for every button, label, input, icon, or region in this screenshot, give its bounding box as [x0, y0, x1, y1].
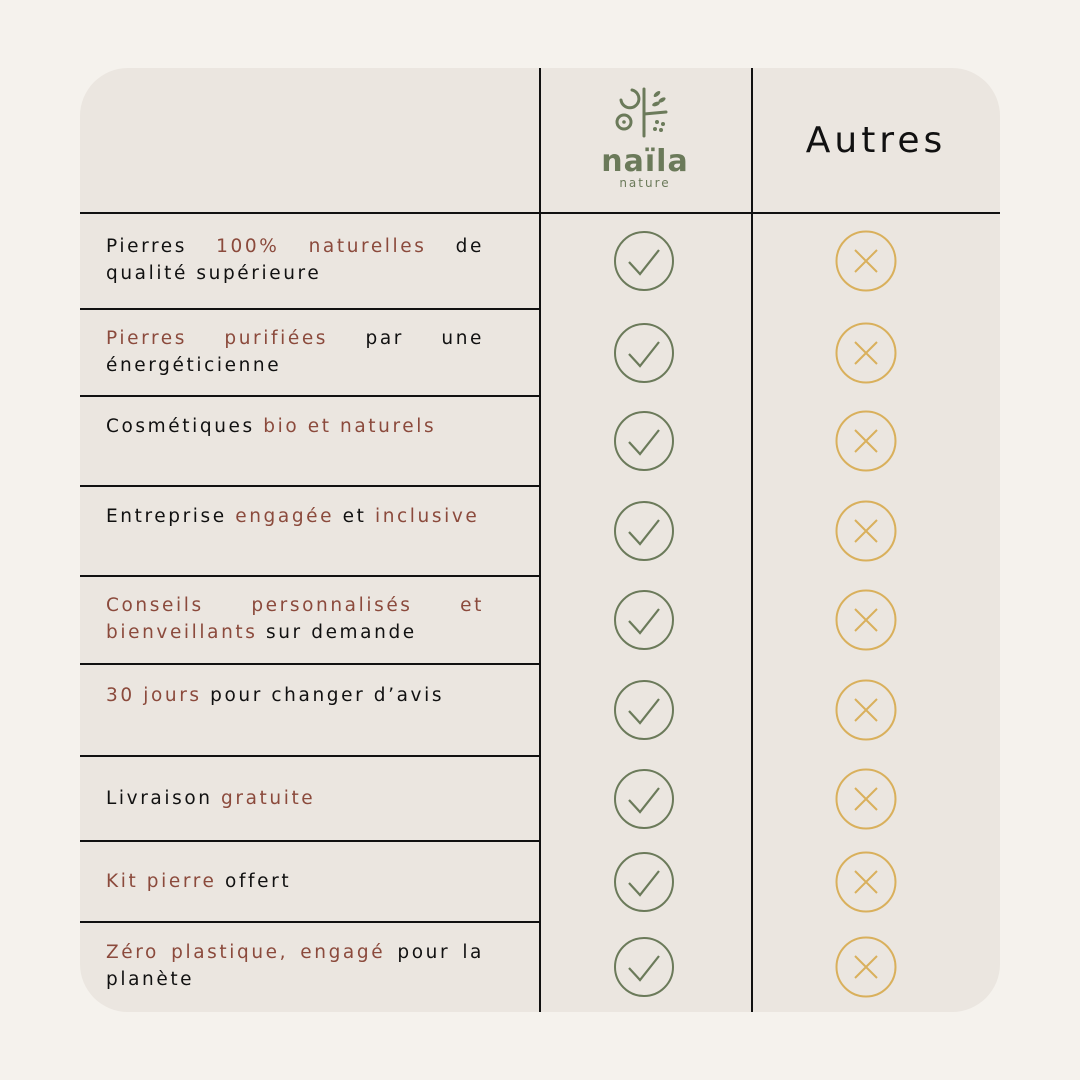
row-divider: [80, 755, 540, 757]
feature-text: de qualité supérieure: [106, 236, 484, 284]
others-column-header: Autres: [805, 120, 947, 161]
check-icon: [614, 501, 674, 561]
row-divider: [80, 212, 1000, 214]
highlight-text: Conseils personnalisés et bienveillants: [106, 595, 484, 643]
naila-tree-icon: [615, 87, 668, 138]
highlight-text: bio et naturels: [263, 416, 437, 437]
feature-text: Livraison: [106, 787, 222, 809]
feature-text: et: [334, 506, 375, 527]
cross-icon: [835, 322, 897, 383]
cross-icon: [835, 500, 897, 562]
highlight-text: Zéro plastique, engagé: [106, 942, 386, 963]
check-icon: [614, 590, 674, 650]
feature-text: pour la planète: [106, 942, 484, 990]
check-icon: [614, 322, 674, 383]
row-divider: [80, 663, 540, 665]
feature-label: Zéro plastique, engagé pour la planète: [106, 939, 484, 993]
feature-label: Conseils personnalisés et bienveillants …: [106, 592, 484, 646]
cross-icon: [835, 230, 897, 292]
column-divider: [539, 68, 541, 1012]
cross-icon: [835, 589, 897, 651]
check-icon: [614, 680, 674, 740]
row-divider: [80, 575, 540, 577]
brand-subtitle: nature: [619, 176, 671, 190]
row-divider: [80, 840, 540, 842]
check-icon: [614, 851, 674, 912]
feature-text: Pierres: [106, 236, 217, 257]
feature-text: offert: [216, 870, 292, 892]
check-icon: [614, 231, 674, 291]
feature-label: 30 jours pour changer d’avis: [106, 682, 484, 709]
highlight-text: inclusive: [374, 506, 480, 527]
highlight-text: engagée: [235, 506, 335, 527]
row-divider: [80, 308, 540, 310]
feature-text: Cosmétiques: [106, 416, 264, 437]
feature-text: par une énergéticienne: [106, 327, 484, 376]
feature-label: Cosmétiques bio et naturels: [106, 413, 484, 440]
naila-logo: naïla nature: [580, 84, 710, 194]
feature-text: Entreprise: [106, 506, 236, 527]
highlight-text: Kit pierre: [106, 870, 217, 892]
row-divider: [80, 395, 540, 397]
feature-label: Entreprise engagée et inclusive: [106, 503, 484, 530]
check-icon: [614, 768, 674, 829]
cross-icon: [835, 768, 897, 829]
feature-label: Pierres purifiées par une énergéticienne: [106, 325, 484, 379]
feature-text: pour changer d’avis: [201, 685, 445, 706]
cross-icon: [835, 936, 897, 998]
row-divider: [80, 921, 540, 923]
check-icon: [614, 937, 674, 997]
check-icon: [614, 411, 674, 471]
highlight-text: 100% naturelles: [216, 236, 427, 257]
feature-label: Kit pierre offert: [106, 868, 484, 895]
feature-label: Pierres 100% naturelles de qualité supér…: [106, 233, 484, 287]
highlight-text: 30 jours: [106, 685, 202, 706]
column-divider: [751, 68, 753, 1012]
row-divider: [80, 485, 540, 487]
cross-icon: [835, 410, 897, 472]
highlight-text: gratuite: [221, 787, 316, 809]
feature-text: sur demande: [257, 622, 417, 643]
cross-icon: [835, 679, 897, 741]
cross-icon: [835, 851, 897, 912]
highlight-text: Pierres purifiées: [106, 327, 329, 349]
feature-label: Livraison gratuite: [106, 785, 484, 812]
brand-name: naïla: [601, 144, 689, 179]
